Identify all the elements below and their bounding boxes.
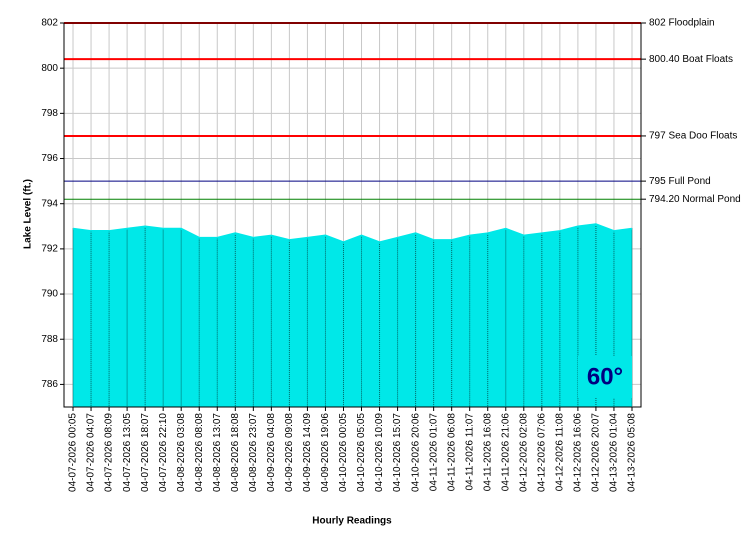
temperature-badge: 60°: [587, 363, 623, 390]
x-tick-label: 04-07-2026 22:10: [158, 413, 169, 492]
x-tick-label: 04-07-2026 04:07: [86, 413, 97, 492]
badge-box: [578, 356, 632, 398]
y-tick-label: 796: [41, 153, 58, 164]
x-tick-label: 04-12-2026 02:08: [518, 413, 529, 492]
x-tick-label: 04-10-2026 10:09: [374, 413, 385, 492]
y-tick-label: 786: [41, 379, 58, 390]
x-tick-label: 04-11-2026 16:08: [482, 413, 493, 492]
x-tick-label: 04-08-2026 13:07: [212, 413, 223, 492]
x-tick-label: 04-11-2026 21:06: [500, 413, 511, 492]
x-tick-label: 04-10-2026 20:06: [410, 413, 421, 492]
x-tick-label: 04-10-2026 00:05: [338, 413, 349, 492]
x-tick-label: 04-13-2026 01:04: [609, 413, 620, 492]
x-tick-label: 04-08-2026 08:08: [194, 413, 205, 492]
reference-label: 794.20 Normal Pond: [649, 194, 741, 205]
y-tick-label: 798: [41, 108, 58, 119]
y-tick-label: 790: [41, 289, 58, 300]
y-tick-label: 794: [41, 198, 58, 209]
x-tick-label: 04-09-2026 14:09: [302, 413, 313, 492]
x-tick-label: 04-09-2026 19:06: [320, 413, 331, 492]
x-tick-label: 04-12-2026 07:06: [536, 413, 547, 492]
x-tick-label: 04-11-2026 11:07: [464, 413, 475, 491]
reference-label: 797 Sea Doo Floats: [649, 131, 737, 142]
x-tick-label: 04-12-2026 20:07: [591, 413, 602, 492]
x-tick-label: 04-11-2026 06:08: [446, 413, 457, 492]
x-tick-label: 04-11-2026 01:07: [428, 413, 439, 492]
y-tick-label: 788: [41, 334, 58, 345]
x-tick-label: 04-07-2026 00:05: [68, 413, 79, 492]
y-axis-label: Lake Level (ft.): [23, 179, 34, 249]
x-axis-label: Hourly Readings: [312, 516, 392, 527]
reference-label: 802 Floodplain: [649, 18, 715, 29]
area-fill: [73, 224, 632, 407]
area-line: [72, 223, 633, 243]
y-tick-label: 800: [41, 63, 58, 74]
x-tick-label: 04-07-2026 18:07: [140, 413, 151, 492]
x-tick-label: 04-13-2026 05:08: [627, 413, 638, 492]
x-tick-label: 04-07-2026 08:09: [104, 413, 115, 492]
x-tick-label: 04-08-2026 03:08: [176, 413, 187, 492]
y-tick-label: 792: [41, 244, 58, 255]
y-tick-label: 802: [41, 18, 58, 29]
x-tick-label: 04-09-2026 04:08: [266, 413, 277, 492]
x-tick-label: 04-12-2026 16:06: [573, 413, 584, 492]
x-tick-label: 04-08-2026 18:08: [230, 413, 241, 492]
x-tick-label: 04-08-2026 23:07: [248, 413, 259, 492]
x-tick-label: 04-09-2026 09:08: [284, 413, 295, 492]
x-tick-label: 04-07-2026 13:05: [122, 413, 133, 492]
x-tick-label: 04-10-2026 15:07: [392, 413, 403, 492]
x-tick-label: 04-12-2026 11:08: [555, 413, 566, 492]
reference-label: 800.40 Boat Floats: [649, 54, 733, 65]
plot-border: [63, 22, 642, 408]
reference-label: 795 Full Pond: [649, 176, 711, 187]
x-tick-label: 04-10-2026 05:05: [356, 413, 367, 492]
